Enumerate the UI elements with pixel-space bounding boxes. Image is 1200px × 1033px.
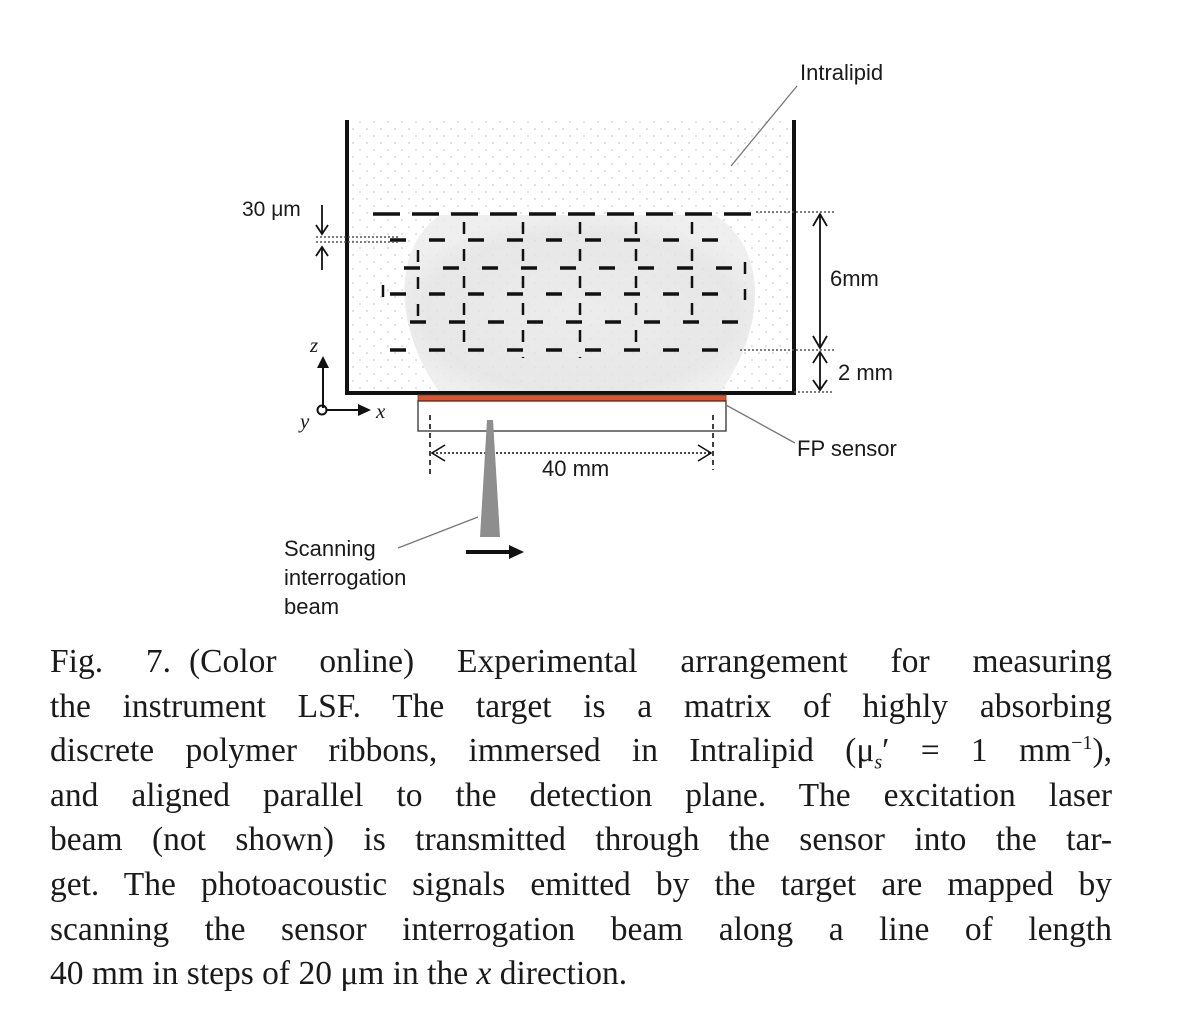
caption-line-1: Fig. 7. (Color online) Experimental arran… — [50, 640, 1112, 685]
scan-length-dimension — [429, 415, 714, 474]
caption-line-8: 40 mm in steps of 20 μm in the x directi… — [50, 952, 1112, 997]
beam-label-line1: Scanning — [284, 536, 376, 561]
caption-line-4: and aligned parallel to the detection pl… — [50, 776, 1112, 814]
figure-number: Fig. 7. — [50, 643, 172, 680]
caption-line-5: beam (not shown) is transmitted through … — [50, 821, 1112, 859]
x-variable: x — [476, 955, 492, 993]
pitch-label: 30 μm — [242, 198, 301, 221]
scan-direction-arrowhead — [509, 545, 524, 559]
caption-line-8a: 40 mm in steps of 20 μm in the — [50, 955, 469, 993]
pitch-arrows — [315, 205, 329, 270]
figure-caption: Fig. 7. (Color online) Experimental arran… — [50, 640, 1112, 997]
tank-walls — [345, 120, 796, 395]
intralipid-leader-line — [730, 85, 798, 167]
beam-label-line2: interrogation — [284, 565, 406, 590]
x-axis-arrowhead — [358, 404, 371, 416]
caption-line-2: the instrument LSF. The target is a matr… — [50, 687, 1112, 725]
unit-superscript: −1 — [1071, 732, 1093, 755]
experimental-arrangement-diagram: 30 μm 6mm 2 mm Intralipid FP sensor 40 m… — [242, 60, 897, 619]
caption-line-7: scanning the sensor interrogation beam a… — [50, 910, 1112, 948]
beam-leader-line — [397, 516, 479, 549]
caption-line-6: get. The photoacoustic signals emitted b… — [50, 865, 1112, 903]
reference-lines — [316, 211, 834, 393]
coordinate-axes — [316, 366, 360, 416]
z-axis-arrowhead — [317, 356, 329, 368]
fp-sensor-label: FP sensor — [797, 436, 897, 461]
intralipid-label: Intralipid — [800, 60, 883, 85]
sensor-backing — [417, 400, 727, 432]
caption-line-3: discrete polymer ribbons, immersed in In… — [50, 729, 1112, 774]
z-axis-label: z — [309, 333, 318, 357]
depth-2mm-label: 2 mm — [838, 360, 893, 385]
mu-subscript: s — [874, 751, 883, 774]
caption-line-1-text: (Color online) Experimental arrangement … — [189, 643, 1112, 680]
caption-line-3a: discrete polymer ribbons, immersed in In… — [50, 732, 875, 770]
x-axis-label: x — [375, 399, 386, 423]
caption-line-3b: ′ = 1 mm — [882, 732, 1072, 770]
depth-dimension-arrows — [812, 212, 828, 392]
y-axis-label: y — [298, 409, 310, 433]
beam-label-line3: beam — [284, 594, 339, 619]
caption-line-8b: direction. — [499, 955, 628, 993]
scan-length-label: 40 mm — [542, 456, 609, 481]
fp-sensor — [417, 394, 727, 402]
fp-sensor-leader-line — [725, 404, 796, 444]
interrogation-beam — [480, 420, 500, 537]
polymer-ribbons — [373, 212, 751, 358]
caption-line-3c: ), — [1092, 732, 1112, 770]
depth-6mm-label: 6mm — [830, 266, 879, 291]
